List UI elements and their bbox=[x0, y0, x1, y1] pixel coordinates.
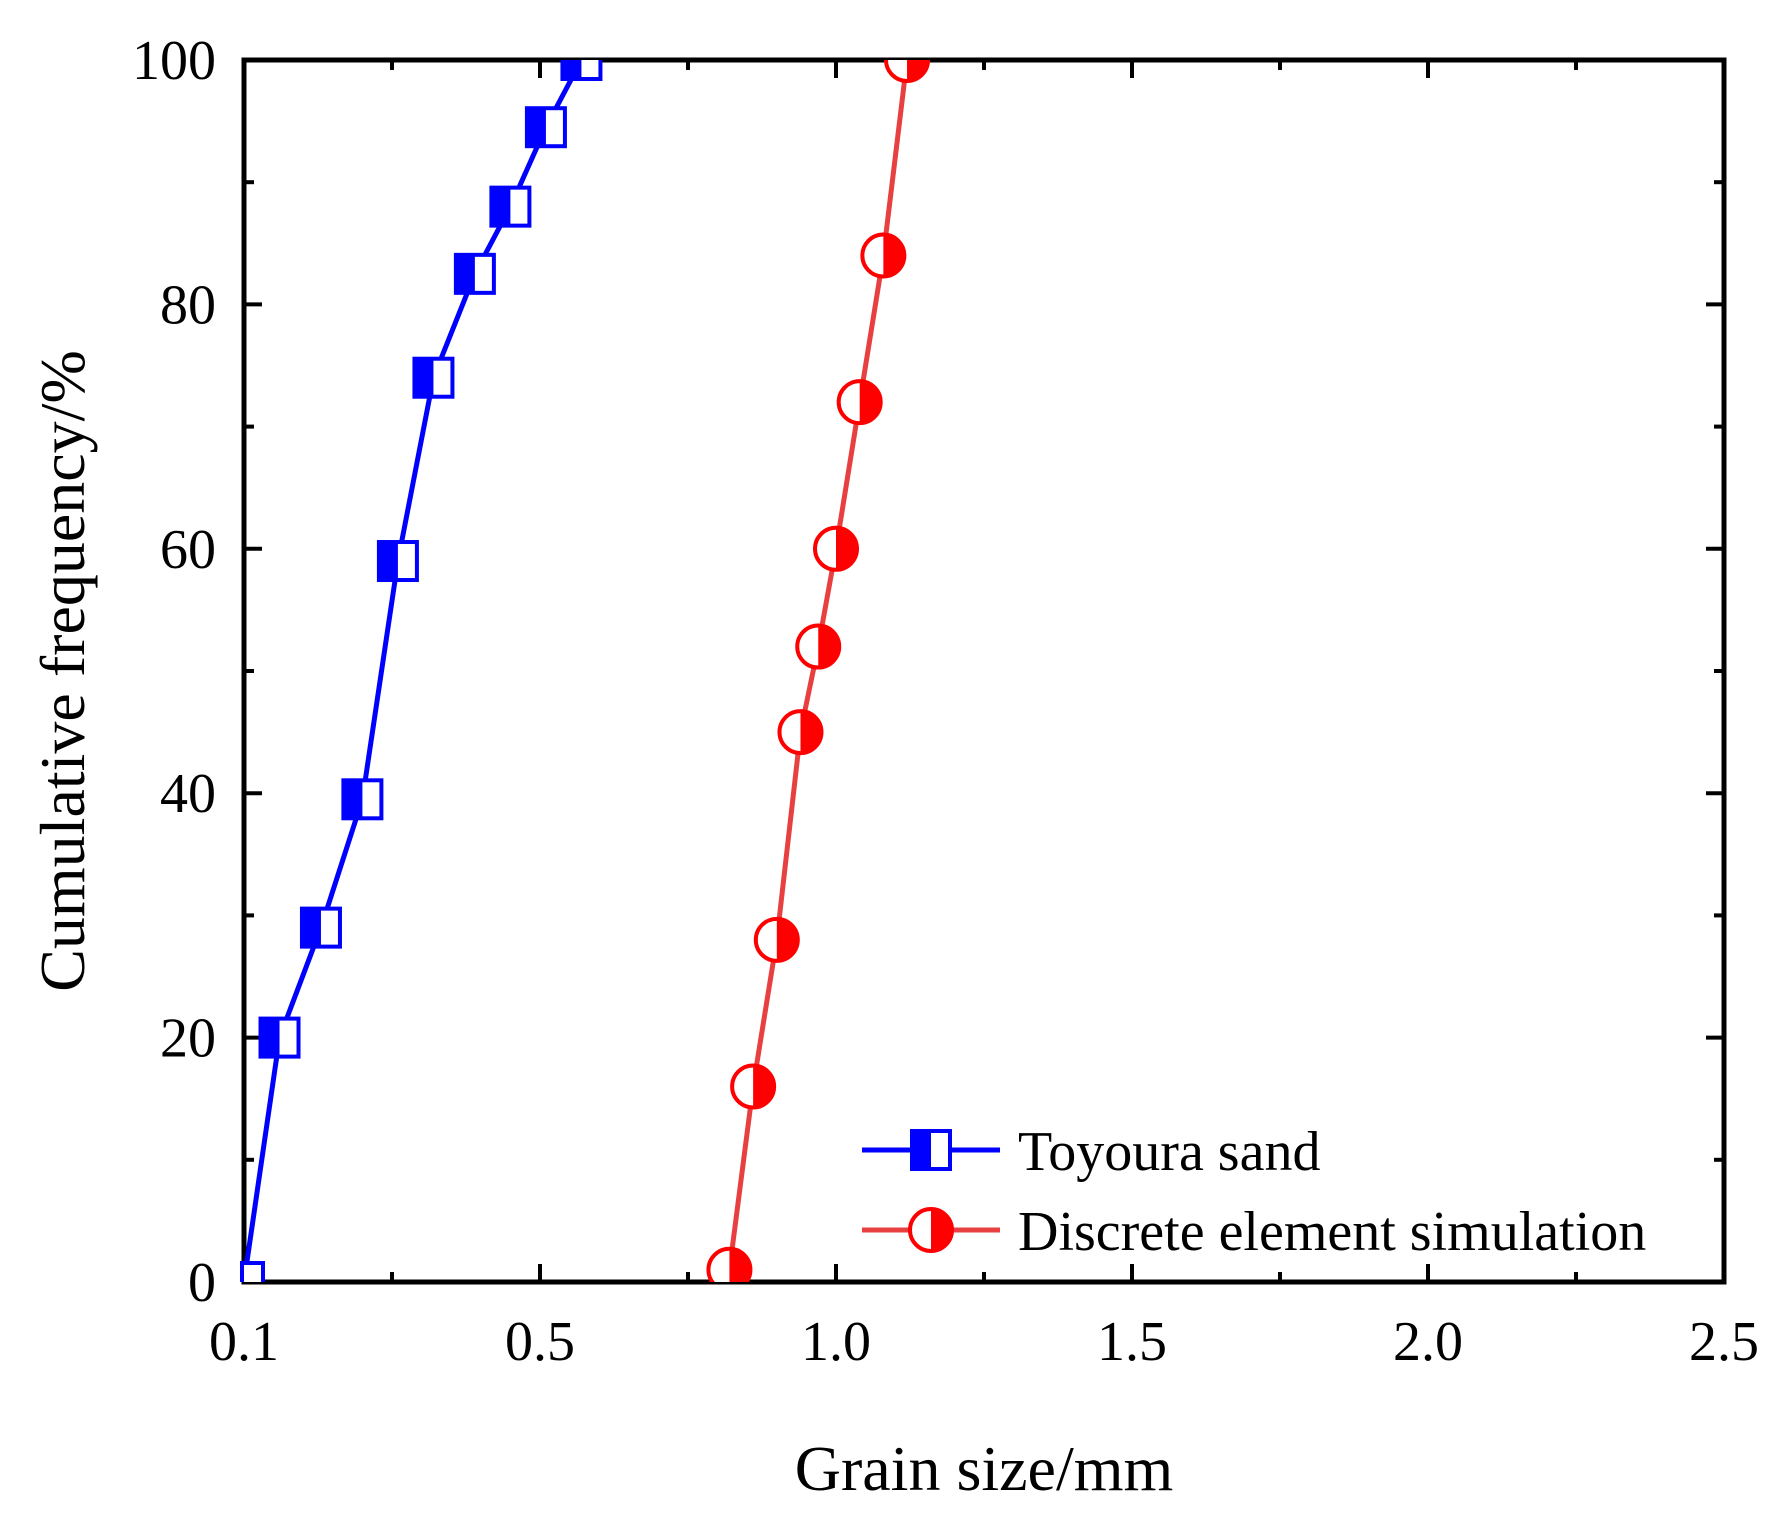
data-point-discrete-element-simulation bbox=[730, 1063, 777, 1110]
legend-marker-toyoura-sand bbox=[910, 1129, 952, 1171]
y-tick-label: 100 bbox=[132, 30, 216, 92]
legend-label-toyoura-sand: Toyoura sand bbox=[1018, 1121, 1320, 1183]
legend: Toyoura sand Discrete element simulation bbox=[862, 1121, 1646, 1263]
data-point-discrete-element-simulation bbox=[860, 232, 907, 279]
y-axis-title: Cumulative frequency/% bbox=[27, 350, 98, 992]
plot-frame bbox=[241, 57, 1727, 1285]
data-point-toyoura-sand bbox=[376, 540, 419, 583]
x-tick-label: 0.5 bbox=[505, 1311, 575, 1373]
data-point-toyoura-sand bbox=[412, 356, 455, 399]
y-tick-label: 20 bbox=[160, 1008, 216, 1070]
x-tick-label: 0.1 bbox=[209, 1311, 279, 1373]
data-point-toyoura-sand bbox=[489, 185, 532, 228]
series-line-toyoura-sand bbox=[241, 60, 584, 1282]
data-point-discrete-element-simulation bbox=[706, 1246, 753, 1282]
x-tick-label: 1.5 bbox=[1097, 1311, 1167, 1373]
x-tick-label: 2.5 bbox=[1689, 1311, 1759, 1373]
data-point-toyoura-sand bbox=[560, 60, 603, 81]
data-point-discrete-element-simulation bbox=[813, 525, 859, 572]
data-point-discrete-element-simulation bbox=[884, 60, 931, 83]
y-tick-label: 80 bbox=[160, 274, 216, 336]
data-point-toyoura-sand bbox=[299, 906, 342, 949]
x-tick-label: 1.0 bbox=[801, 1311, 871, 1373]
data-point-toyoura-sand bbox=[341, 778, 384, 821]
y-tick-label: 60 bbox=[160, 519, 216, 581]
data-point-toyoura-sand bbox=[240, 1261, 265, 1282]
data-point-discrete-element-simulation bbox=[777, 709, 824, 756]
data-point-toyoura-sand bbox=[524, 106, 567, 149]
data-point-discrete-element-simulation bbox=[753, 916, 800, 963]
x-tick-label: 2.0 bbox=[1393, 1311, 1463, 1373]
data-point-toyoura-sand bbox=[453, 252, 496, 295]
legend-marker-discrete-element-simulation bbox=[908, 1207, 954, 1253]
x-axis-title: Grain size/mm bbox=[795, 1433, 1174, 1504]
data-point-discrete-element-simulation bbox=[836, 379, 883, 426]
axis-ticks: 0.1 0.5 1.0 1.5 2.0 2.5 0 20 40 60 80 100 bbox=[132, 30, 1759, 1373]
y-tick-label: 40 bbox=[160, 763, 216, 825]
y-tick-label: 0 bbox=[188, 1252, 216, 1314]
data-series bbox=[240, 60, 931, 1282]
legend-label-discrete-element-simulation: Discrete element simulation bbox=[1018, 1201, 1646, 1263]
data-point-toyoura-sand bbox=[258, 1016, 301, 1059]
data-point-discrete-element-simulation bbox=[795, 623, 842, 670]
